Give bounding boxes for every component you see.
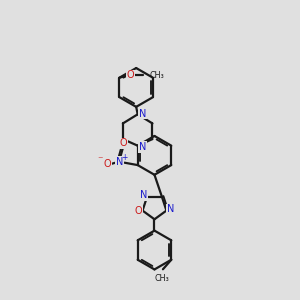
Text: CH₃: CH₃ <box>149 71 164 80</box>
Text: CH₃: CH₃ <box>155 274 170 283</box>
Text: O: O <box>119 138 127 148</box>
Text: O: O <box>127 70 134 80</box>
Text: N: N <box>139 109 146 119</box>
Text: N: N <box>140 190 147 200</box>
Text: O: O <box>103 159 111 169</box>
Text: N: N <box>167 204 174 214</box>
Text: N: N <box>116 157 123 167</box>
Text: O: O <box>134 206 142 216</box>
Text: ⁻: ⁻ <box>97 155 103 165</box>
Text: +: + <box>121 153 127 162</box>
Text: N: N <box>139 142 146 152</box>
